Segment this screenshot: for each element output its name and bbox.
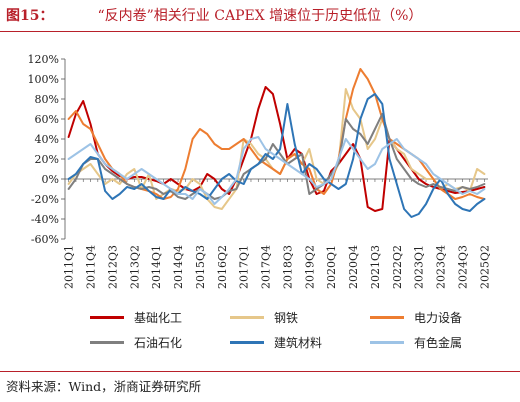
x-tick-label: 2022Q2	[391, 245, 404, 289]
x-tick-label: 2023Q1	[413, 245, 426, 289]
legend-swatch	[370, 316, 404, 319]
y-tick-label: 20%	[35, 153, 59, 166]
x-tick-label: 2014Q1	[150, 245, 163, 289]
series-line-石油石化	[67, 113, 486, 200]
y-tick-label: 100%	[28, 73, 59, 86]
source-note: 资料来源：Wind，浙商证券研究所	[6, 379, 202, 394]
legend-item: 钢铁	[230, 305, 370, 330]
legend-swatch	[90, 341, 124, 344]
source-divider	[0, 371, 520, 372]
x-tick-label: 2014Q4	[172, 245, 185, 289]
legend-item: 基础化工	[90, 305, 230, 330]
chart-legend: 基础化工 钢铁 电力设备石油石化 建筑材料 有色金属	[90, 305, 510, 359]
legend-label: 基础化工	[134, 311, 183, 325]
x-tick-label: 2016Q2	[216, 245, 229, 289]
capex-line-chart: -60% -40% -20% 0% 20% 40% 60% 80% 100% 120% 2011Q1…	[0, 33, 520, 360]
legend-swatch	[230, 316, 264, 319]
y-tick-label: 0%	[42, 173, 59, 186]
y-tick-label: -60%	[31, 233, 59, 246]
y-tick-label: 40%	[35, 133, 59, 146]
x-tick-label: 2017Q4	[260, 245, 273, 289]
y-tick-label: -40%	[31, 213, 59, 226]
x-tick-label: 2012Q3	[106, 245, 119, 289]
legend-item: 有色金属	[370, 330, 510, 355]
figure-title: “反内卷”相关行业 CAPEX 增速位于历史低位（%）	[97, 8, 423, 24]
legend-swatch	[90, 316, 124, 319]
x-tick-label: 2025Q2	[478, 245, 491, 289]
legend-swatch	[230, 341, 264, 344]
y-tick-label: -20%	[31, 193, 59, 206]
x-tick-label: 2017Q1	[238, 245, 251, 289]
series-line-建筑材料	[67, 93, 486, 218]
y-tick-label: 60%	[35, 113, 59, 126]
legend-item: 电力设备	[370, 305, 510, 330]
figure-label: 图15：	[6, 8, 54, 24]
legend-label: 电力设备	[414, 311, 463, 325]
x-tick-label: 2020Q4	[347, 245, 360, 289]
y-tick-label: 120%	[28, 53, 59, 66]
legend-item: 建筑材料	[230, 330, 370, 355]
x-tick-label: 2020Q1	[325, 245, 338, 289]
legend-label: 有色金属	[414, 336, 463, 350]
title-divider	[0, 31, 520, 32]
y-tick-label: 80%	[35, 93, 59, 106]
x-tick-label: 2015Q3	[194, 245, 207, 289]
legend-label: 石油石化	[134, 336, 183, 350]
x-tick-label: 2011Q1	[63, 245, 76, 289]
series-line-电力设备	[67, 68, 486, 200]
series-line-有色金属	[67, 136, 486, 205]
x-tick-label: 2018Q3	[281, 245, 294, 289]
legend-label: 建筑材料	[274, 336, 323, 350]
legend-item: 石油石化	[90, 330, 230, 355]
x-tick-label: 2019Q2	[303, 245, 316, 289]
x-tick-label: 2023Q4	[435, 245, 448, 289]
x-tick-label: 2013Q2	[128, 245, 141, 289]
figure-title-bar: 图15： “反内卷”相关行业 CAPEX 增速位于历史低位（%）	[0, 0, 520, 30]
chart-svg: -60% -40% -20% 0% 20% 40% 60% 80% 100% 120% 2011Q1…	[28, 53, 492, 289]
x-tick-label: 2021Q3	[369, 245, 382, 289]
x-tick-label: 2024Q3	[456, 245, 469, 289]
legend-label: 钢铁	[274, 311, 299, 325]
x-tick-label: 2011Q4	[85, 245, 98, 289]
legend-swatch	[370, 341, 404, 344]
